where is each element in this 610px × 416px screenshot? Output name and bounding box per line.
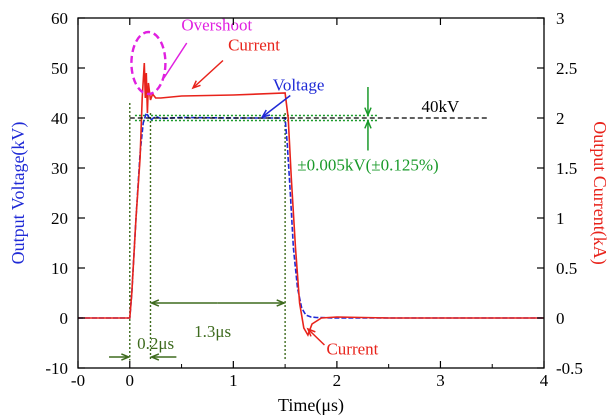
voltage-label: Voltage xyxy=(273,76,325,95)
y-tick-label: 20 xyxy=(51,209,68,228)
y-tick-label: 60 xyxy=(51,9,68,28)
voltage-arrow xyxy=(261,94,291,118)
y2-tick-label: 1 xyxy=(556,209,565,228)
current-arrow-bottom xyxy=(307,328,325,346)
rise-time-label: 0.2μs xyxy=(137,334,174,353)
current-arrow-top-head xyxy=(191,80,201,90)
y2-tick-label: 1.5 xyxy=(556,159,577,178)
y2-tick-label: 0 xyxy=(556,309,565,328)
x-tick-label: 1 xyxy=(229,371,238,390)
series-layer xyxy=(78,62,544,361)
current-label-top: Current xyxy=(228,36,280,55)
current-arrow-bottom-head xyxy=(306,327,316,337)
y2-tick-label: 2.5 xyxy=(556,59,577,78)
series-voltage xyxy=(78,111,544,319)
y-tick-label: 10 xyxy=(51,259,68,278)
y2-tick-label: 3 xyxy=(556,9,565,28)
rise-arrow-left-head xyxy=(121,353,131,361)
reference-label: 40kV xyxy=(422,97,461,116)
y-tick-label: -10 xyxy=(45,359,68,378)
axes-layer: -0 0 1 2 3 4 -10 0 10 20 30 40 50 60 -0.5 0 0.5 1 1.5 2 2.5 3… xyxy=(8,9,610,416)
y-tick-label: 30 xyxy=(51,159,68,178)
y-axis-title: Output Voltage(kV) xyxy=(8,122,29,265)
y2-tick-label: 0.5 xyxy=(556,259,577,278)
voltage-arrow-head xyxy=(260,109,271,119)
y-tick-label: 50 xyxy=(51,59,68,78)
x-tick-label: -0 xyxy=(71,371,85,390)
tolerance-label: ±0.005kV(±0.125%) xyxy=(297,156,438,175)
y2-tick-label: 2 xyxy=(556,109,565,128)
current-arrow-top xyxy=(192,59,224,89)
x-tick-label: 0 xyxy=(126,371,135,390)
y2-axis-title: Output Current(kA) xyxy=(589,121,610,264)
tolerance-arrow-down-head xyxy=(364,107,372,117)
tolerance-arrow-up-head xyxy=(364,119,372,129)
y2-tick-label: -0.5 xyxy=(556,359,583,378)
pulse-width-arrow-left-head xyxy=(149,299,160,307)
x-tick-label: 4 xyxy=(540,371,549,390)
annotation-layer: 40kVOvershootCurrentVoltage±0.005kV(±0.1… xyxy=(109,16,488,361)
series-current xyxy=(78,62,544,337)
overshoot-ellipse xyxy=(130,30,167,96)
overshoot-label: Overshoot xyxy=(181,16,252,35)
pulse-width-arrow-right-head xyxy=(276,299,287,307)
y-tick-label: 40 xyxy=(51,109,68,128)
rise-arrow-right-head xyxy=(149,353,160,361)
overshoot-arrow xyxy=(163,42,188,79)
x-axis-title: Time(μs) xyxy=(278,395,344,416)
plot-frame xyxy=(77,17,545,369)
y-tick-label: 0 xyxy=(60,309,69,328)
x-tick-label: 3 xyxy=(436,371,445,390)
x-tick-label: 2 xyxy=(333,371,342,390)
current-label-bottom: Current xyxy=(326,340,378,359)
pulse-width-label: 1.3μs xyxy=(194,322,231,341)
